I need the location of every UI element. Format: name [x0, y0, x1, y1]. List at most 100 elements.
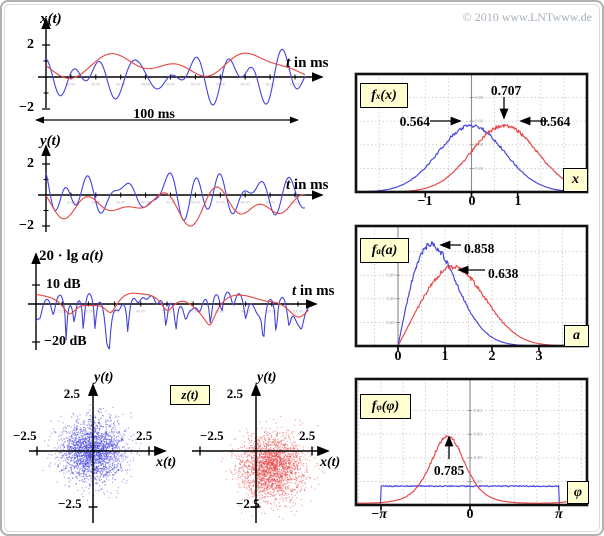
xt-var: x [40, 11, 48, 27]
fx-tick-1: 1 [514, 194, 522, 209]
minor-ytick-label: 0.60 [474, 432, 483, 437]
pdf-fa-plot: 0.200.400.600.80 [354, 224, 589, 352]
minor-tick-label: 10.00 [66, 83, 75, 87]
scatter-red-ylabel: y(t) [257, 370, 277, 385]
minor-ytick-label: 0.60 [386, 273, 395, 278]
minor-ytick-label: 0.80 [475, 95, 484, 100]
curve-rice-channel [45, 52, 306, 79]
minor-tick-label: 20.00 [84, 310, 93, 314]
xt-xlabel: t in ms [286, 55, 329, 71]
minor-ytick-label: 0.20 [386, 320, 395, 325]
minor-tick-label: 80.00 [241, 83, 250, 87]
yt-axis-title: y(t) [40, 133, 61, 149]
scatter-blue-tick-right: 2.5 [136, 428, 153, 443]
minor-ytick-label: 0.20 [475, 166, 484, 171]
minor-tick-label: 30.00 [116, 201, 125, 205]
fa-tick-0: 0 [394, 349, 402, 364]
fa-name-box: f a (a) [360, 238, 409, 263]
minor-ytick-label: 0.40 [475, 142, 484, 147]
minor-ytick-label: 0.60 [475, 119, 484, 124]
minor-tick-label: 10.00 [58, 310, 67, 314]
minor-ytick-label: 0.20 [474, 479, 483, 484]
fx-tick--1: −1 [417, 194, 433, 209]
minor-tick-label: 80.00 [241, 310, 250, 314]
scatter-red-tick-right: 2.5 [299, 428, 316, 443]
minor-ytick-label: 0.80 [474, 408, 483, 413]
minor-tick-label: 90.00 [266, 83, 275, 87]
xt-axis-title: x(t) [40, 11, 62, 28]
fx-corner-box: x [563, 168, 588, 192]
curve-rice-channel [45, 186, 306, 227]
fx-peak-red-annotation: 0.564 [540, 114, 571, 129]
minor-tick-label: 10.00 [66, 201, 75, 205]
adb-ytick-10db: 10 dB [46, 277, 81, 292]
minor-ytick-label: 0.40 [474, 455, 483, 460]
scatter-red-tick-top: 2.5 [226, 386, 243, 401]
minor-tick-label: 40.00 [141, 201, 150, 205]
yt-ytick-2: 2 [27, 156, 34, 171]
minor-tick-label: 100.00 [290, 83, 301, 87]
minor-tick-label: 30.00 [116, 83, 125, 87]
fa-tick-1: 1 [441, 349, 449, 364]
minor-tick-label: 60.00 [191, 83, 200, 87]
minor-tick-label: 60.00 [191, 201, 200, 205]
fa-peak-blue-annotation: 0.858 [464, 241, 495, 256]
fphi-tick-minus-pi: −π [370, 507, 388, 522]
scatter-blue-tick-top: 2.5 [63, 386, 80, 401]
fphi-peak-annotation: 0.785 [433, 463, 465, 478]
adb-axis-title: 20 · lg a(t) [39, 248, 104, 264]
minor-tick-label: 100.00 [293, 310, 304, 314]
curve-rice-envelope-db [35, 292, 309, 326]
fa-tick-2: 2 [488, 349, 496, 364]
span-100ms-label: 100 ms [133, 107, 175, 122]
minor-tick-label: 40.00 [136, 310, 145, 314]
curve-rayleigh-channel [45, 172, 306, 221]
fphi-name-box: f φ (φ) [360, 394, 411, 419]
minor-tick-label: 40.00 [141, 83, 150, 87]
axes: 10.00 20.00 30.00 40.00 50.00 60.00 70.00 80.00… [38, 144, 324, 232]
points-scatter_blue [42, 404, 142, 501]
scatter-red-xlabel: x(t) [320, 455, 341, 470]
span-100ms-arrow [35, 116, 299, 124]
minor-tick-label: 70.00 [216, 201, 225, 205]
fx-name-box: f x (x) [360, 83, 408, 108]
axes: 10.00 20.00 30.00 40.00 50.00 60.00 70.00 80.00… [38, 17, 324, 110]
scatter-blue-ylabel: y(t) [94, 370, 114, 385]
fphi-corner-box: φ [567, 481, 589, 504]
fx-tick-0: 0 [468, 194, 476, 209]
curve-uniform-phase-pdf [356, 484, 587, 505]
panel-frame [354, 224, 589, 348]
fa-corner-box: a [564, 325, 589, 347]
fphi-tick-0: 0 [466, 507, 474, 522]
fa-peak-red-annotation: 0.638 [488, 266, 519, 281]
minor-tick-label: 90.00 [267, 310, 276, 314]
curve-rice-phase-pdf [356, 434, 587, 504]
grid [356, 226, 587, 346]
copyright: © 2010 www.LNTwww.de [462, 10, 592, 24]
minor-tick-label: 50.00 [166, 83, 175, 87]
curve-rayleigh-envelope-db [35, 291, 309, 350]
adb-xlabel: t in ms [292, 283, 335, 299]
axes-scatter_blue [29, 383, 167, 523]
xt-ytick-minus2: −2 [19, 100, 34, 115]
xt-ytick-2: 2 [27, 37, 34, 52]
scatter-red-tick-bottom: −2.5 [236, 496, 260, 511]
minor-tick-label: 60.00 [189, 310, 198, 314]
z-label-box: z (t) [170, 385, 210, 405]
minor-ytick-label: 0.40 [386, 296, 395, 301]
axes-scatter_red [192, 383, 330, 523]
panel-frame [354, 377, 589, 507]
minor-tick-label: 70.00 [215, 310, 224, 314]
yt-plot: 10.00 20.00 30.00 40.00 50.00 60.00 70.00 80.00… [38, 144, 324, 232]
xt-arg: (t) [47, 11, 62, 27]
yt-xlabel: t in ms [286, 177, 329, 193]
envelope-db-plot: 10.00 20.00 30.00 40.00 50.00 60.00 70.00 80.00… [28, 252, 318, 350]
fa-tick-3: 3 [535, 349, 543, 364]
fphi-tick-pi: π [555, 507, 563, 522]
curve-rayleigh-channel [45, 48, 306, 106]
pdf-curves [356, 434, 587, 505]
yt-ytick-minus2: −2 [19, 218, 34, 233]
scatter-blue-tick-bottom: −2.5 [58, 496, 82, 511]
minor-tick-label: 50.00 [166, 201, 175, 205]
minor-tick-label: 100.00 [290, 201, 301, 205]
